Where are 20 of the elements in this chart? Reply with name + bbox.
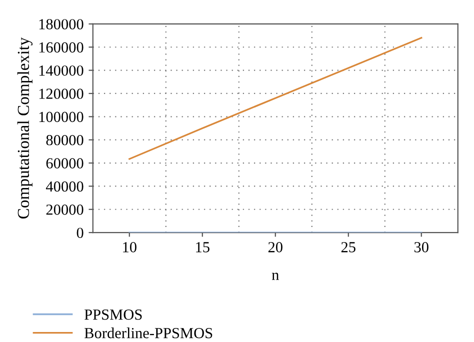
y-tick-label: 180000 bbox=[39, 19, 84, 30]
y-tick-label: 140000 bbox=[39, 65, 84, 76]
y-tick-label: 160000 bbox=[39, 42, 84, 53]
y-tick-label: 60000 bbox=[46, 158, 84, 168]
y-tick-label: 100000 bbox=[39, 112, 84, 122]
x-tick-label: 10 bbox=[123, 242, 136, 252]
y-tick-label: 40000 bbox=[46, 181, 84, 192]
legend-label: PPSMOS bbox=[84, 309, 142, 320]
x-tick-label: 20 bbox=[268, 242, 282, 252]
y-tick-label: 20000 bbox=[46, 204, 84, 215]
y-tick-label: 0 bbox=[76, 228, 84, 238]
x-axis-title: n bbox=[272, 272, 279, 280]
y-tick-label: 120000 bbox=[39, 88, 84, 99]
line-series bbox=[128, 37, 422, 160]
y-tick-label: 80000 bbox=[46, 134, 84, 146]
x-tick-label: 15 bbox=[196, 242, 210, 252]
y-axis-title: Computational Complexity bbox=[17, 37, 32, 219]
x-tick-label: 25 bbox=[341, 242, 356, 252]
x-tick-label: 30 bbox=[414, 242, 428, 252]
legend-label: Borderline-PPSMOS bbox=[84, 328, 212, 338]
